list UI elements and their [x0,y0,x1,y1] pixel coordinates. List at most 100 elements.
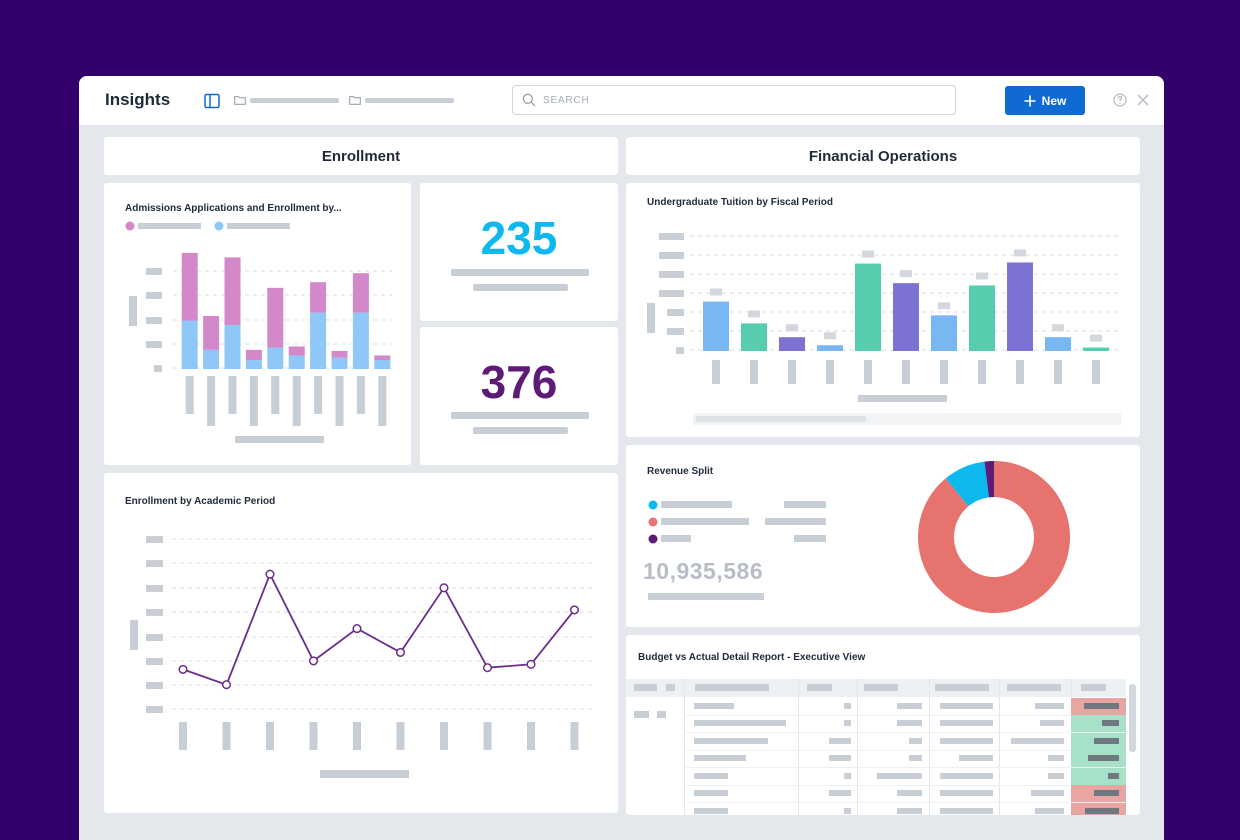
bar-enrollment[interactable] [288,355,305,369]
x-tick-label [335,376,344,426]
table-cell [940,720,993,726]
data-point[interactable] [221,680,232,690]
close-icon[interactable] [1137,94,1149,106]
table-cell [829,755,851,761]
y-tick-label [146,609,163,616]
table-cell [694,790,728,796]
pie-slice[interactable] [945,461,989,507]
bar-applications[interactable] [203,316,220,350]
bar-tuition[interactable] [969,285,995,351]
kpi-card-2[interactable]: 376 [420,327,618,465]
legend-marker-applications [125,221,135,231]
data-point[interactable] [569,605,580,615]
variance-cell[interactable] [1071,715,1126,732]
data-point[interactable] [439,583,449,593]
data-point[interactable] [265,569,275,579]
kpi-card-1[interactable]: 235 [420,183,618,321]
table-cell [1035,703,1064,709]
bar-enrollment[interactable] [181,320,198,369]
y-tick-label [659,252,684,259]
bar-applications[interactable] [288,346,305,356]
bar-applications[interactable] [224,257,241,326]
x-tick-label [1092,360,1100,384]
bar-enrollment[interactable] [374,359,391,369]
breadcrumb-item[interactable] [250,98,339,103]
table-cell [829,790,851,796]
horizontal-scrollbar-thumb[interactable] [696,416,866,422]
bar-enrollment[interactable] [310,312,327,369]
y-tick-label [659,290,684,297]
help-icon[interactable] [1113,93,1127,107]
bar-applications[interactable] [352,273,369,313]
x-tick-label [440,722,448,750]
y-tick-label [154,365,162,372]
data-point[interactable] [178,664,188,674]
folder-icon [349,95,361,105]
bar-applications[interactable] [310,282,327,313]
data-point[interactable] [395,647,406,657]
tuition-chart [647,233,1121,425]
column-header[interactable] [864,684,898,691]
y-tick-label [146,536,163,543]
bar-tuition[interactable] [779,337,805,351]
pie-slice[interactable] [918,461,1070,613]
bar-applications[interactable] [267,287,284,348]
legend-marker-3 [648,534,658,544]
bar-enrollment[interactable] [203,349,220,369]
bar-enrollment[interactable] [224,325,241,369]
bar-tuition[interactable] [1045,337,1071,351]
bar-enrollment[interactable] [352,312,369,369]
y-tick-label [146,658,163,665]
column-divider [857,679,858,815]
table-cell [1031,790,1064,796]
y-axis-title [647,303,655,333]
x-tick-label [483,722,492,750]
breadcrumb-item[interactable] [365,98,454,103]
data-label [862,250,874,258]
bar-tuition[interactable] [741,323,767,351]
column-header[interactable] [695,684,769,691]
admissions-card[interactable]: Admissions Applications and Enrollment b… [104,183,411,465]
data-point[interactable] [308,656,319,666]
legend-value-2 [765,518,826,525]
bar-applications[interactable] [374,355,391,360]
pie-slice[interactable] [984,461,994,498]
bar-tuition[interactable] [1083,347,1109,351]
search-box[interactable] [512,85,956,115]
column-header[interactable] [1081,684,1106,691]
bar-enrollment[interactable] [245,359,262,369]
data-point[interactable] [526,659,536,669]
bar-applications[interactable] [181,252,198,321]
bar-tuition[interactable] [703,301,729,351]
column-header[interactable] [807,684,832,691]
column-header[interactable] [935,684,989,691]
sidebar-toggle-icon[interactable] [204,93,220,109]
data-point[interactable] [482,663,493,673]
table-cell [844,773,851,779]
y-tick-label [667,309,684,316]
tuition-card[interactable]: Undergraduate Tuition by Fiscal Period [626,183,1140,437]
search-input[interactable] [543,91,943,109]
new-button[interactable]: New [1005,86,1085,115]
bar-enrollment[interactable] [267,347,284,369]
bar-enrollment[interactable] [331,357,348,369]
budget-card[interactable]: Budget vs Actual Detail Report - Executi… [626,635,1140,815]
row-group-toggle[interactable] [657,711,666,718]
column-header[interactable] [1007,684,1061,691]
bar-tuition[interactable] [817,345,843,351]
bar-applications[interactable] [245,349,262,360]
table-scrollbar[interactable] [1129,684,1136,752]
table-cell [897,790,922,796]
section-header-financial: Financial Operations [626,137,1140,175]
enrollment-line-chart [130,536,592,778]
bar-tuition[interactable] [893,283,919,351]
bar-tuition[interactable] [931,315,957,351]
variance-cell[interactable] [1071,768,1126,785]
bar-tuition[interactable] [855,263,881,351]
bar-applications[interactable] [331,350,348,358]
enrollment-period-card[interactable]: Enrollment by Academic Period [104,473,618,813]
bar-tuition[interactable] [1007,262,1033,351]
data-point[interactable] [352,624,362,634]
app-title: Insights [105,90,171,109]
revenue-card[interactable]: Revenue Split 10,935,586 [626,445,1140,627]
